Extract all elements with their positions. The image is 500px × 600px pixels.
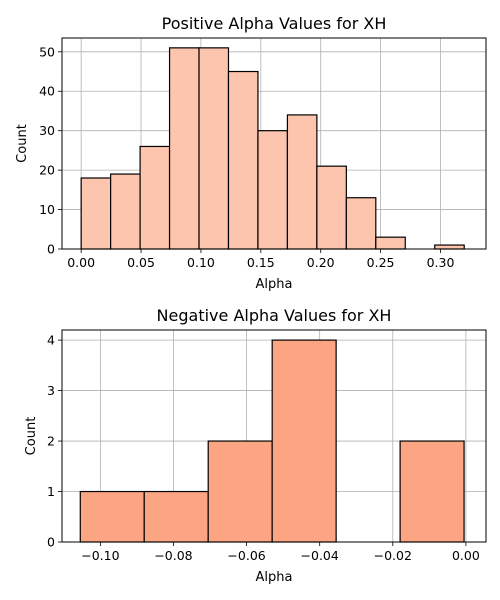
negative-alpha-histogram: −0.10 −0.08 −0.06 −0.04 −0.02 0.00 0 1 2 3 4 Nega… (24, 306, 487, 585)
chart-title: Positive Alpha Values for XH (162, 14, 387, 33)
histogram-bar (286, 114, 318, 250)
histogram-bar (168, 47, 200, 250)
histogram-bar (375, 236, 406, 250)
y-tick-label: 0 (47, 535, 55, 550)
x-ticks: −0.10 −0.08 −0.06 −0.04 −0.02 0.00 (81, 542, 480, 563)
x-tick-label: 0.10 (187, 255, 215, 270)
x-tick-label: −0.10 (81, 548, 119, 563)
x-tick-label: 0.00 (67, 255, 95, 270)
histogram-bar (139, 145, 171, 250)
y-tick-label: 4 (47, 333, 55, 348)
histogram-bar (257, 130, 289, 250)
x-ticks: 0.00 0.05 0.10 0.15 0.20 0.25 0.30 (67, 249, 454, 270)
positive-alpha-histogram: 0.00 0.05 0.10 0.15 0.20 0.25 0.30 0 10 20 30 40 50… (15, 14, 487, 292)
x-tick-label: −0.06 (227, 548, 265, 563)
x-axis-label: Alpha (256, 277, 293, 292)
histogram-bar (227, 70, 259, 250)
y-axis-label: Count (24, 417, 39, 456)
y-tick-label: 1 (47, 484, 55, 499)
x-tick-label: −0.04 (301, 548, 339, 563)
x-axis-label: Alpha (256, 570, 293, 585)
x-tick-label: 0.30 (427, 255, 455, 270)
y-tick-label: 0 (47, 242, 55, 257)
y-tick-label: 2 (47, 434, 55, 449)
y-tick-label: 20 (39, 163, 55, 178)
histogram-bar (80, 177, 112, 250)
y-axis-label: Count (15, 124, 30, 163)
x-tick-label: −0.08 (154, 548, 192, 563)
x-tick-label: 0.05 (127, 255, 155, 270)
axes-frame (61, 37, 487, 250)
y-tick-label: 10 (39, 202, 55, 217)
histogram-bar (434, 244, 465, 250)
histogram-bar (143, 490, 209, 543)
histogram-bar (345, 197, 377, 250)
histogram-bar (198, 47, 230, 250)
x-tick-label: 0.25 (367, 255, 395, 270)
x-tick-label: 0.20 (307, 255, 335, 270)
x-tick-label: 0.00 (452, 548, 480, 563)
histogram-bar (79, 490, 145, 543)
y-tick-label: 30 (39, 123, 55, 138)
y-tick-label: 50 (39, 44, 55, 59)
bars (79, 339, 465, 543)
y-tick-label: 40 (39, 84, 55, 99)
bars (80, 47, 465, 250)
axes-frame (61, 329, 487, 543)
chart-title: Negative Alpha Values for XH (157, 306, 392, 325)
histogram-bar (110, 173, 141, 250)
histogram-bar (271, 339, 337, 543)
y-ticks: 0 1 2 3 4 (47, 333, 62, 550)
histogram-bar (207, 440, 273, 543)
x-tick-label: 0.15 (247, 255, 275, 270)
x-tick-label: −0.02 (374, 548, 412, 563)
histogram-bar (316, 165, 347, 250)
histogram-bar (399, 440, 465, 543)
y-tick-label: 3 (47, 383, 55, 398)
y-ticks: 0 10 20 30 40 50 (39, 44, 62, 257)
